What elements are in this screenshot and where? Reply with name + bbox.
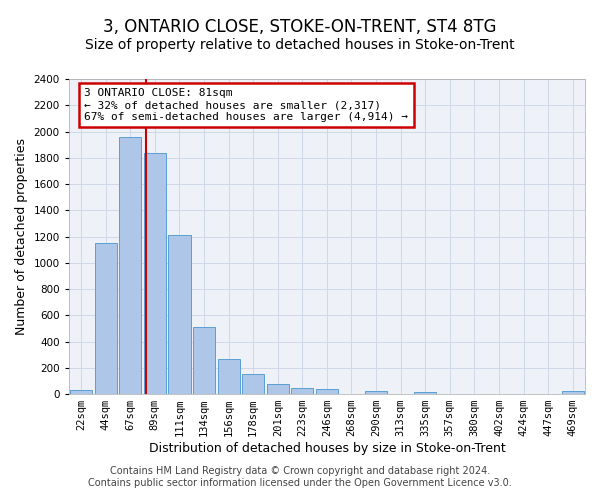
Y-axis label: Number of detached properties: Number of detached properties bbox=[15, 138, 28, 335]
Bar bbox=[95, 243, 117, 394]
Bar bbox=[266, 384, 289, 394]
Bar bbox=[562, 392, 584, 394]
Bar bbox=[169, 235, 191, 394]
Bar bbox=[414, 392, 436, 394]
Text: Size of property relative to detached houses in Stoke-on-Trent: Size of property relative to detached ho… bbox=[85, 38, 515, 52]
Bar bbox=[144, 152, 166, 394]
Bar bbox=[70, 390, 92, 394]
Bar bbox=[242, 374, 264, 394]
Bar bbox=[193, 327, 215, 394]
Text: Contains HM Land Registry data © Crown copyright and database right 2024.
Contai: Contains HM Land Registry data © Crown c… bbox=[88, 466, 512, 487]
X-axis label: Distribution of detached houses by size in Stoke-on-Trent: Distribution of detached houses by size … bbox=[149, 442, 505, 455]
Bar bbox=[365, 391, 387, 394]
Bar bbox=[218, 360, 239, 394]
Bar bbox=[119, 137, 142, 394]
Text: 3 ONTARIO CLOSE: 81sqm
← 32% of detached houses are smaller (2,317)
67% of semi-: 3 ONTARIO CLOSE: 81sqm ← 32% of detached… bbox=[85, 88, 409, 122]
Bar bbox=[316, 389, 338, 394]
Text: 3, ONTARIO CLOSE, STOKE-ON-TRENT, ST4 8TG: 3, ONTARIO CLOSE, STOKE-ON-TRENT, ST4 8T… bbox=[103, 18, 497, 36]
Bar bbox=[291, 388, 313, 394]
